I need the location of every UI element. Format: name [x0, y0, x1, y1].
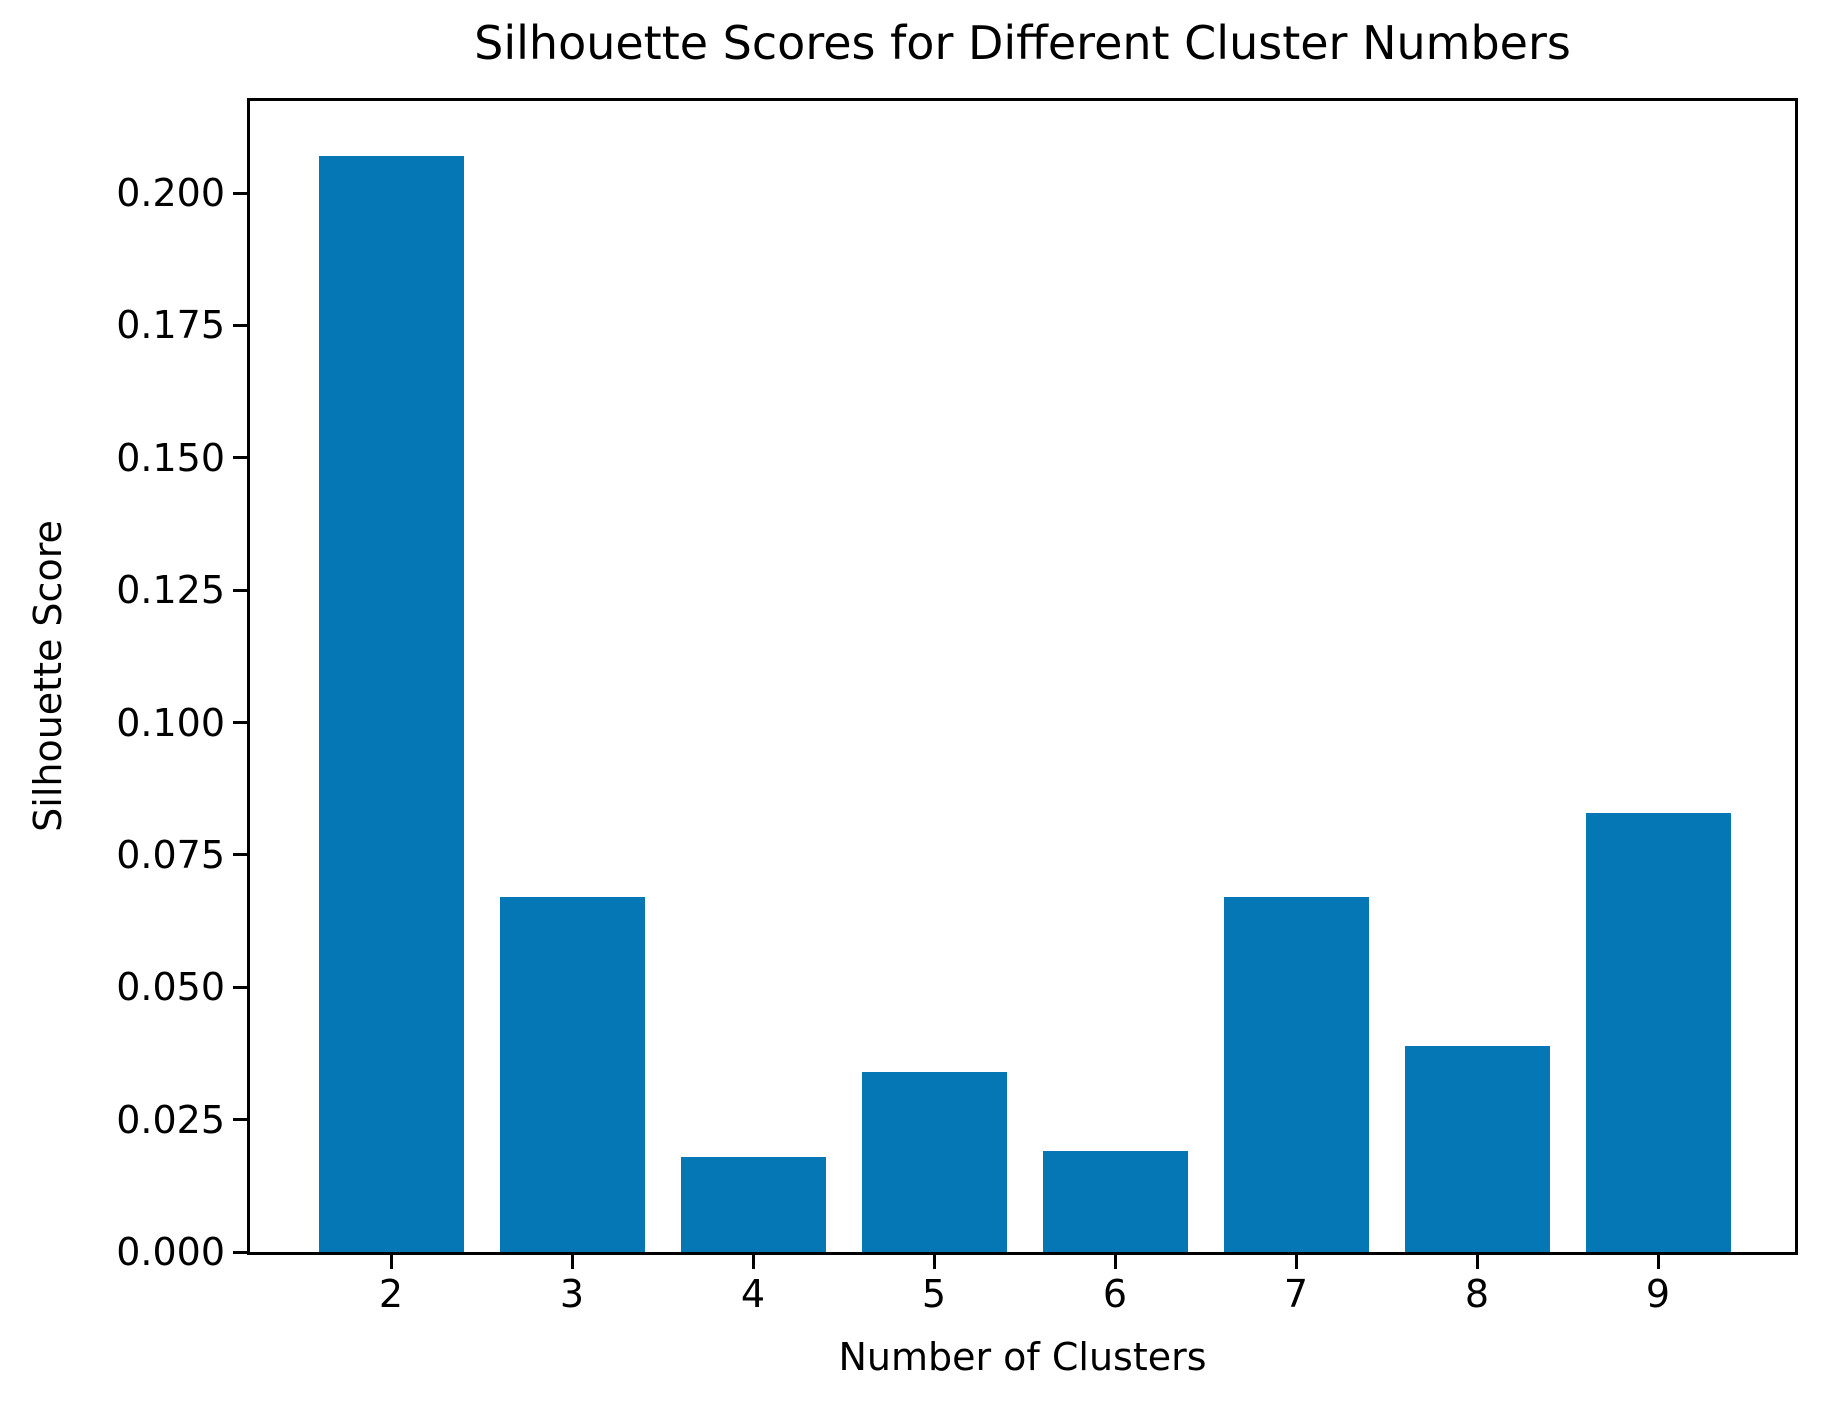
y-tick-mark	[233, 721, 247, 725]
bar-cluster-9	[1585, 812, 1731, 1252]
x-tick-label: 5	[921, 1272, 947, 1316]
x-tick-label: 9	[1645, 1272, 1671, 1316]
y-tick-mark	[233, 588, 247, 592]
y-tick-label: 0.200	[116, 171, 225, 216]
y-tick-mark	[233, 191, 247, 195]
y-tick-mark	[233, 985, 247, 989]
x-tick-mark	[932, 1255, 936, 1269]
y-tick-label: 0.000	[116, 1230, 225, 1274]
x-tick-label: 2	[378, 1272, 404, 1316]
y-tick-label: 0.025	[116, 1097, 225, 1142]
x-tick-label: 7	[1283, 1272, 1309, 1316]
x-tick-label: 6	[1102, 1272, 1128, 1316]
bar-cluster-7	[1223, 897, 1369, 1252]
x-tick-mark	[1656, 1255, 1660, 1269]
y-tick-label: 0.050	[116, 965, 225, 1010]
y-axis-label: Silhouette Score	[26, 520, 70, 832]
x-tick-mark	[1294, 1255, 1298, 1269]
x-tick-mark	[1475, 1255, 1479, 1269]
x-tick-label: 8	[1464, 1272, 1490, 1316]
plot-area: 0.000 0.025 0.050 0.075 0.100 0.125 0.150 0.175…	[116, 98, 1798, 1316]
y-tick-label: 0.175	[116, 303, 225, 348]
y-tick-mark	[233, 456, 247, 460]
x-tick-label: 3	[559, 1272, 585, 1316]
bar-cluster-4	[680, 1156, 826, 1252]
bar-cluster-3	[499, 897, 645, 1252]
y-tick-mark	[233, 1118, 247, 1122]
x-tick-mark	[570, 1255, 574, 1269]
bar-cluster-8	[1404, 1045, 1550, 1252]
x-tick-mark	[389, 1255, 393, 1269]
y-tick-label: 0.150	[116, 435, 225, 480]
y-tick-label: 0.075	[116, 832, 225, 877]
x-axis-label: Number of Clusters	[838, 1335, 1207, 1379]
bar-cluster-6	[1042, 1151, 1188, 1252]
y-tick-mark	[233, 1250, 247, 1254]
bar-cluster-5	[861, 1072, 1007, 1252]
y-tick-label: 0.100	[116, 700, 225, 745]
y-tick-label: 0.125	[116, 568, 225, 613]
y-tick-mark	[233, 323, 247, 327]
y-tick-mark	[233, 853, 247, 857]
x-tick-mark	[1113, 1255, 1117, 1269]
chart-title: Silhouette Scores for Different Cluster …	[474, 16, 1571, 70]
bar-cluster-2	[318, 156, 464, 1252]
x-tick-label: 4	[740, 1272, 766, 1316]
x-tick-mark	[751, 1255, 755, 1269]
